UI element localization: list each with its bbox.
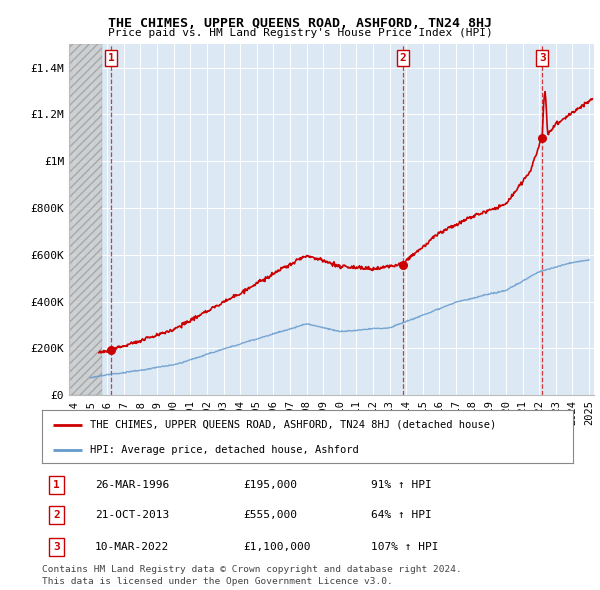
Text: 1: 1 [53, 480, 60, 490]
Text: 21-OCT-2013: 21-OCT-2013 [95, 510, 169, 520]
Text: THE CHIMES, UPPER QUEENS ROAD, ASHFORD, TN24 8HJ: THE CHIMES, UPPER QUEENS ROAD, ASHFORD, … [108, 17, 492, 30]
Text: This data is licensed under the Open Government Licence v3.0.: This data is licensed under the Open Gov… [42, 577, 393, 586]
Text: £555,000: £555,000 [244, 510, 298, 520]
Text: 3: 3 [539, 53, 546, 63]
Text: 107% ↑ HPI: 107% ↑ HPI [371, 542, 439, 552]
Text: Contains HM Land Registry data © Crown copyright and database right 2024.: Contains HM Land Registry data © Crown c… [42, 565, 462, 574]
Text: 26-MAR-1996: 26-MAR-1996 [95, 480, 169, 490]
Bar [69, 44, 102, 395]
Text: 2: 2 [53, 510, 60, 520]
Text: 1: 1 [107, 53, 115, 63]
Text: 3: 3 [53, 542, 60, 552]
Text: 10-MAR-2022: 10-MAR-2022 [95, 542, 169, 552]
Text: £1,100,000: £1,100,000 [244, 542, 311, 552]
Text: 2: 2 [400, 53, 406, 63]
Text: 91% ↑ HPI: 91% ↑ HPI [371, 480, 432, 490]
Text: 64% ↑ HPI: 64% ↑ HPI [371, 510, 432, 520]
Text: Price paid vs. HM Land Registry's House Price Index (HPI): Price paid vs. HM Land Registry's House … [107, 28, 493, 38]
Text: THE CHIMES, UPPER QUEENS ROAD, ASHFORD, TN24 8HJ (detached house): THE CHIMES, UPPER QUEENS ROAD, ASHFORD, … [90, 420, 496, 430]
Text: £195,000: £195,000 [244, 480, 298, 490]
Text: HPI: Average price, detached house, Ashford: HPI: Average price, detached house, Ashf… [90, 445, 359, 455]
